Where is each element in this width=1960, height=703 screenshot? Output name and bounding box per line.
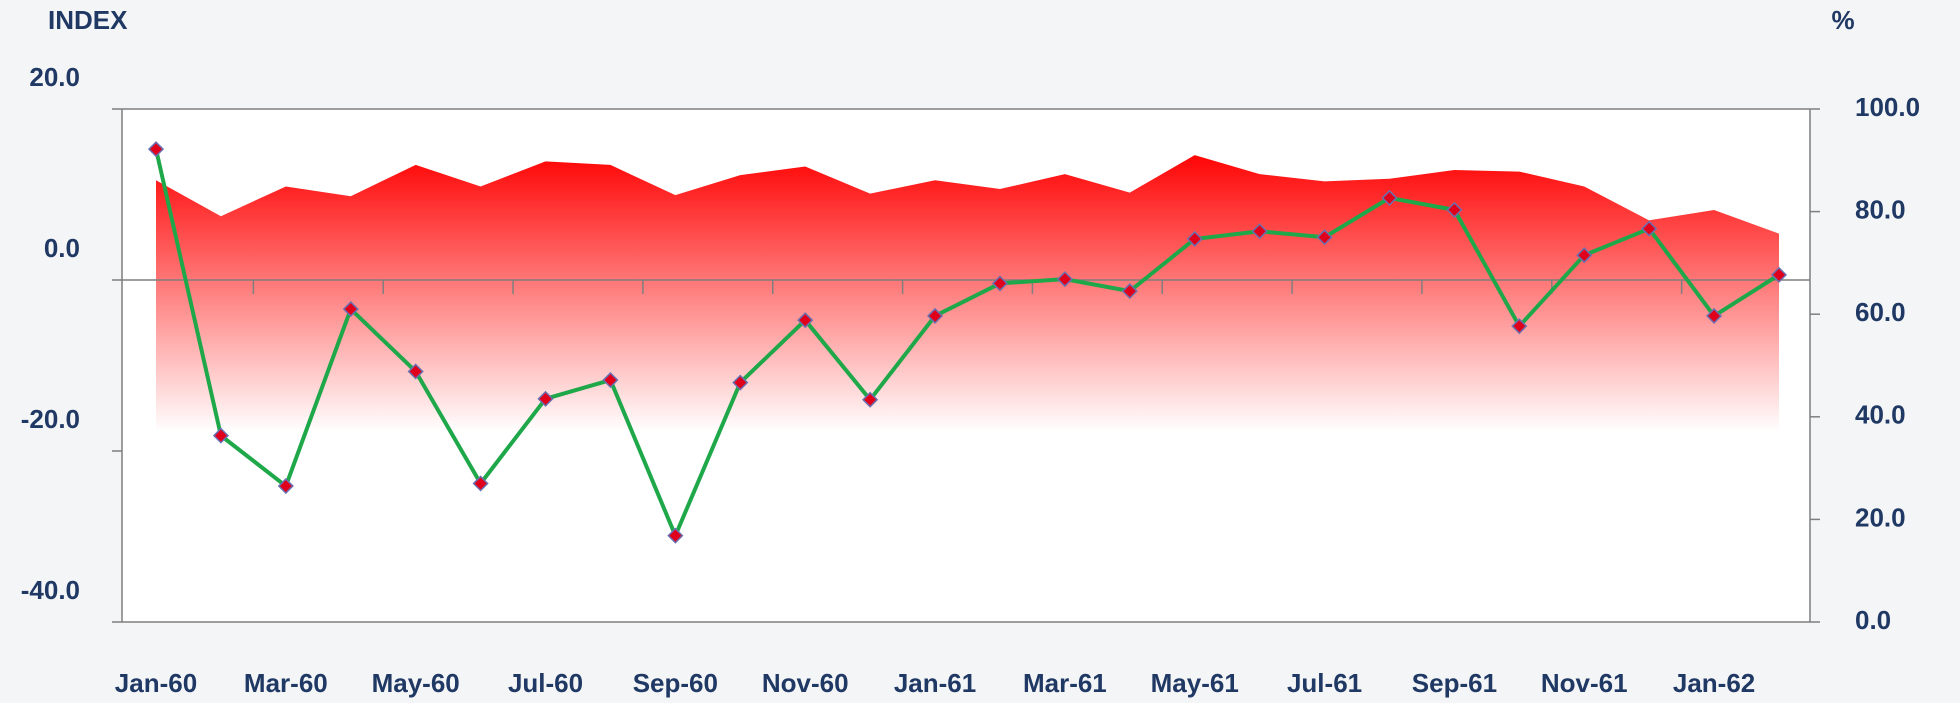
marker [667, 527, 684, 544]
y-tick-label: -40.0 [21, 575, 80, 605]
y2-tick-label: 20.0 [1855, 502, 1906, 532]
x-tick-label: Nov-61 [1541, 668, 1628, 698]
marker [407, 363, 424, 380]
x-tick-label: Sep-60 [633, 668, 718, 698]
marker [602, 371, 619, 389]
marker [991, 275, 1009, 292]
x-tick-label: Jan-62 [1673, 668, 1755, 698]
marker [1576, 247, 1593, 264]
marker [797, 312, 814, 329]
y-tick-label: 0.0 [44, 233, 80, 263]
marker [1381, 189, 1398, 206]
x-tick-label: Nov-60 [762, 668, 849, 698]
y-axis-label: INDEX [48, 5, 128, 35]
marker [1251, 223, 1268, 240]
marker [472, 475, 489, 492]
x-tick-label: Jul-60 [508, 668, 583, 698]
area [156, 155, 1779, 623]
y2-tick-label: 60.0 [1855, 297, 1906, 327]
marker [926, 307, 944, 324]
x-tick-label: Mar-60 [244, 668, 328, 698]
x-tick-label: Mar-61 [1023, 668, 1107, 698]
marker [1186, 230, 1203, 248]
marker [1316, 229, 1333, 246]
y2-axis-label: % [1831, 5, 1854, 35]
y2-tick-label: 0.0 [1855, 605, 1891, 635]
line [154, 148, 1781, 538]
y2-tick-label: 100.0 [1855, 92, 1920, 122]
marker [1056, 271, 1073, 288]
marker [147, 141, 165, 158]
marker [277, 477, 294, 495]
marker [732, 374, 749, 391]
marker [862, 391, 879, 408]
x-tick-label: Jan-60 [115, 668, 197, 698]
marker [1706, 307, 1723, 324]
y2-tick-label: 40.0 [1855, 400, 1906, 430]
x-tick-label: May-61 [1151, 668, 1239, 698]
marker [1770, 266, 1788, 283]
y-tick-label: 20.0 [29, 62, 80, 92]
marker [1511, 318, 1528, 335]
x-tick-label: Jan-61 [894, 668, 976, 698]
marker [1121, 283, 1138, 300]
x-tick-label: Sep-61 [1412, 668, 1497, 698]
y-tick-label: -20.0 [21, 404, 80, 434]
x-tick-label: May-60 [372, 668, 460, 698]
x-tick-label: Jul-61 [1287, 668, 1362, 698]
marker [1446, 201, 1463, 218]
marker [212, 427, 229, 444]
marker [342, 301, 359, 318]
y2-tick-label: 80.0 [1855, 194, 1906, 224]
marker [537, 390, 554, 407]
marker [1641, 220, 1658, 237]
